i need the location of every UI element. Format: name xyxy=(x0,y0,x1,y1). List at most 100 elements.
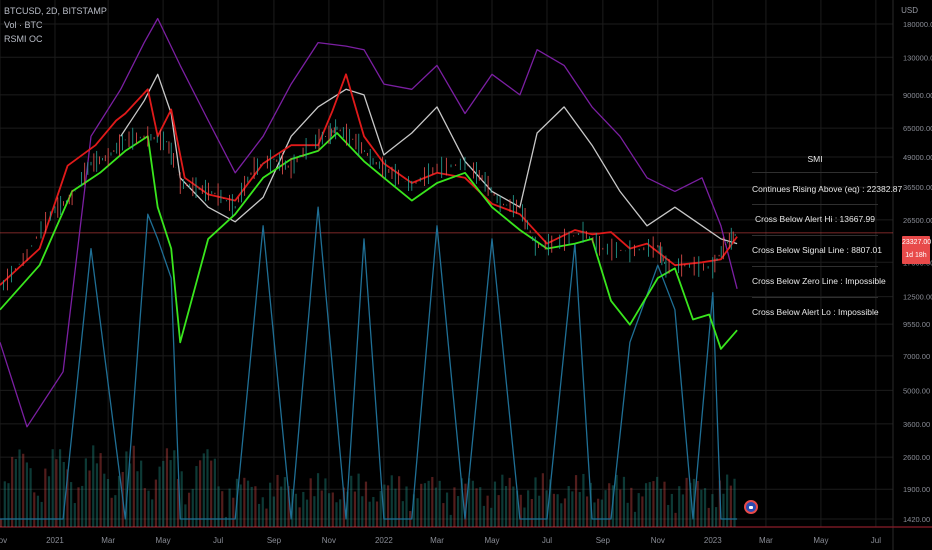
volume-bar xyxy=(280,486,283,527)
symbol-title[interactable]: BTCUSD, 2D, BITSTAMP xyxy=(4,6,107,16)
volume-bar xyxy=(501,474,504,527)
volume-bar xyxy=(700,489,703,527)
volume-bar xyxy=(659,488,662,527)
volume-bar xyxy=(117,475,121,527)
current-price-badge: 23327.00 1d 18h xyxy=(902,236,931,264)
volume-bar xyxy=(328,493,331,527)
volume-bar xyxy=(232,497,235,527)
volume-bar xyxy=(58,449,62,527)
table-divider xyxy=(752,172,878,173)
x-tick-label: May xyxy=(156,536,171,545)
series-line-blue xyxy=(0,206,738,520)
volume-bar xyxy=(77,487,80,527)
volume-bar xyxy=(685,477,688,527)
volume-bar xyxy=(552,493,556,527)
volume-bar xyxy=(689,482,692,527)
volume-bar xyxy=(722,493,725,527)
x-tick-label: Mar xyxy=(430,536,444,545)
volume-bar xyxy=(364,481,368,527)
series-line-green xyxy=(0,132,738,350)
volume-bar xyxy=(47,476,51,527)
volume-bar xyxy=(431,476,434,527)
y-tick-label: 2600.00 xyxy=(903,453,930,462)
volume-bar xyxy=(276,474,279,527)
table-title: SMI xyxy=(807,154,823,164)
table-row: Continues Rising Above (eq) : 22382.87 xyxy=(752,184,903,194)
volume-bar xyxy=(357,473,360,527)
volume-bar xyxy=(486,495,489,527)
x-tick-label: Nov xyxy=(0,536,7,545)
volume-bar xyxy=(582,473,585,527)
volume-bar xyxy=(254,486,257,527)
volume-indicator-label[interactable]: Vol · BTC xyxy=(4,20,43,30)
volume-bar xyxy=(644,483,648,527)
y-tick-label: 36500.00 xyxy=(903,183,932,192)
volume-bar xyxy=(714,507,718,527)
volume-bar xyxy=(453,487,456,527)
volume-bar xyxy=(726,474,729,527)
x-tick-label: 2023 xyxy=(704,536,722,545)
volume-bar xyxy=(305,499,309,527)
volume-bar xyxy=(342,487,345,527)
volume-bar xyxy=(191,488,194,527)
volume-bar xyxy=(482,505,486,527)
rsmi-indicator-label[interactable]: RSMI OC xyxy=(4,34,43,44)
volume-bar xyxy=(608,483,611,527)
volume-bar xyxy=(416,498,419,527)
volume-bar xyxy=(445,492,449,527)
y-tick-label: 180000.00 xyxy=(903,20,932,29)
volume-bar xyxy=(527,490,530,527)
volume-bar xyxy=(696,480,699,527)
volume-bar xyxy=(519,494,522,527)
volume-bar xyxy=(140,460,143,527)
table-divider xyxy=(752,235,878,236)
volume-bar xyxy=(143,488,146,527)
volume-bar xyxy=(302,491,305,527)
volume-bar xyxy=(504,486,508,527)
volume-bar xyxy=(206,449,209,527)
volume-bar xyxy=(541,473,544,527)
volume-bar xyxy=(187,492,191,527)
y-tick-label: 1900.00 xyxy=(903,485,930,494)
volume-bar xyxy=(412,494,415,527)
y-tick-label: 49000.00 xyxy=(903,153,932,162)
chart-legend: BTCUSD, 2D, BITSTAMP Vol · BTC RSMI OC xyxy=(4,4,107,46)
volume-bar xyxy=(66,469,69,527)
volume-bar xyxy=(173,450,176,527)
volume-bar xyxy=(81,485,84,527)
volume-bar xyxy=(110,497,113,527)
volume-bar xyxy=(460,478,463,527)
volume-bar xyxy=(339,499,342,527)
volume-bar xyxy=(390,475,393,527)
volume-bar xyxy=(165,448,169,527)
volume-bar xyxy=(663,481,666,527)
table-divider xyxy=(752,204,878,205)
volume-bar xyxy=(549,479,552,527)
volume-bar xyxy=(103,473,106,527)
volume-bar xyxy=(471,480,474,527)
volume-bar xyxy=(261,497,264,527)
x-tick-label: Jul xyxy=(542,536,552,545)
volume-bar xyxy=(670,493,673,527)
volume-bar xyxy=(73,503,76,527)
x-tick-label: Nov xyxy=(322,536,336,545)
volume-bar xyxy=(335,502,338,527)
volume-bar xyxy=(265,508,268,527)
volume-bar xyxy=(210,460,213,527)
volume-bar xyxy=(18,449,21,527)
tradingview-logo-icon[interactable] xyxy=(744,500,758,514)
table-row: Cross Below Signal Line : 8807.01 xyxy=(752,245,882,255)
volume-bar xyxy=(272,496,275,527)
volume-bar xyxy=(615,474,618,527)
volume-bar xyxy=(633,511,637,527)
x-tick-label: May xyxy=(484,536,499,545)
volume-bar xyxy=(51,449,54,527)
volume-bar xyxy=(372,496,375,527)
volume-bar xyxy=(246,480,250,527)
volume-bar xyxy=(711,494,714,527)
volume-bar xyxy=(523,507,526,527)
volume-bar xyxy=(457,496,460,527)
volume-bar xyxy=(652,481,655,527)
